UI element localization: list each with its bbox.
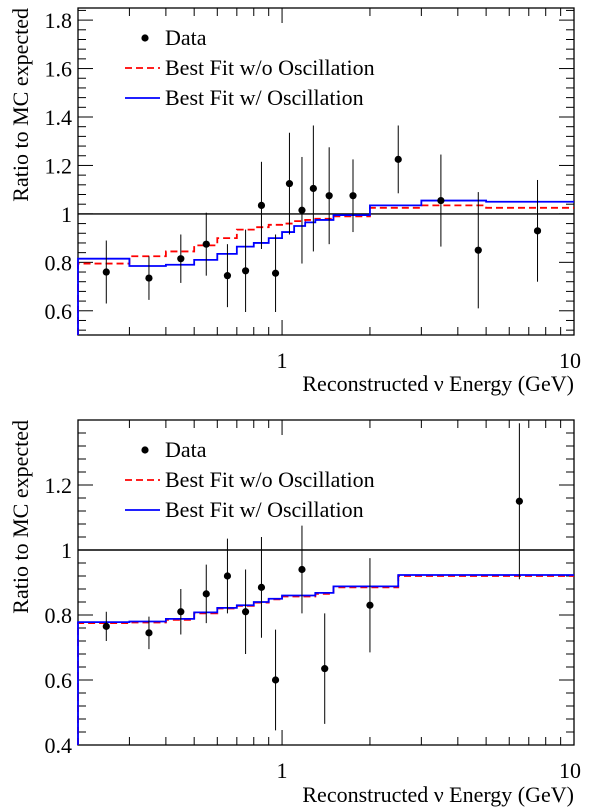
y-tick-label: 1.4 bbox=[45, 105, 73, 130]
best-fit-without-oscillation-line bbox=[77, 204, 574, 335]
data-point bbox=[202, 240, 210, 248]
legend: Data Best Fit w/o Oscillation Best Fit w/ … bbox=[125, 25, 375, 110]
data-point bbox=[298, 206, 306, 214]
data-point bbox=[102, 622, 110, 630]
data-point bbox=[102, 268, 110, 276]
data-point bbox=[145, 629, 153, 637]
plot-frame bbox=[77, 419, 575, 746]
x-axis-title: Reconstructed ν Energy (GeV) bbox=[302, 782, 574, 807]
data-point bbox=[177, 608, 185, 616]
y-axis-title: Ratio to MC expected bbox=[8, 8, 33, 202]
data-point bbox=[298, 565, 306, 574]
y-tick-label: 1 bbox=[61, 538, 72, 563]
x-tick-label: 10 bbox=[559, 758, 581, 783]
y-tick-label: 1.2 bbox=[45, 473, 73, 498]
data-point bbox=[241, 267, 250, 275]
y-tick-label: 1 bbox=[61, 202, 72, 227]
data-point bbox=[515, 497, 523, 505]
data-point bbox=[271, 676, 280, 684]
legend-label: Best Fit w/ Oscillation bbox=[165, 497, 364, 522]
y-tick-label: 1.8 bbox=[45, 8, 73, 33]
best-fit-with-oscillation-line bbox=[77, 199, 574, 335]
data-point bbox=[321, 665, 329, 673]
legend-label: Best Fit w/o Oscillation bbox=[165, 467, 375, 492]
data-point bbox=[271, 269, 280, 277]
data-point bbox=[257, 201, 266, 210]
data-point bbox=[474, 246, 482, 254]
data-point bbox=[145, 274, 153, 282]
data-point bbox=[285, 180, 294, 188]
y-tick-label: 0.4 bbox=[45, 733, 73, 758]
y-tick-label: 0.6 bbox=[45, 299, 73, 324]
x-tick-label: 10 bbox=[559, 348, 581, 373]
data-point bbox=[437, 196, 445, 205]
data-point bbox=[349, 192, 357, 200]
y-tick-label: 0.6 bbox=[45, 668, 73, 693]
y-axis-title: Ratio to MC expected bbox=[8, 420, 33, 614]
data-point bbox=[257, 583, 266, 591]
data-point bbox=[241, 608, 250, 616]
data-point bbox=[177, 255, 185, 263]
data-point bbox=[309, 184, 317, 193]
data-point bbox=[325, 192, 333, 200]
best-fit-with-oscillation-line bbox=[77, 574, 574, 745]
y-tick-label: 1.6 bbox=[45, 57, 73, 82]
y-tick-label: 0.8 bbox=[45, 603, 73, 628]
legend-marker-data bbox=[141, 34, 149, 42]
legend-label: Data bbox=[165, 437, 207, 462]
data-point bbox=[202, 590, 210, 598]
y-tick-label: 1.2 bbox=[45, 153, 73, 178]
legend-label: Best Fit w/ Oscillation bbox=[165, 85, 364, 110]
legend: Data Best Fit w/o Oscillation Best Fit w/ … bbox=[125, 437, 375, 522]
x-tick-label: 1 bbox=[277, 758, 288, 783]
plot-frame bbox=[77, 7, 575, 336]
best-fit-without-oscillation-line bbox=[77, 575, 574, 745]
data-point bbox=[223, 272, 232, 280]
legend-marker-data bbox=[141, 446, 149, 454]
x-tick-label: 1 bbox=[277, 348, 288, 373]
legend-label: Best Fit w/o Oscillation bbox=[165, 55, 375, 80]
x-axis-title: Reconstructed ν Energy (GeV) bbox=[302, 371, 574, 396]
data-point bbox=[394, 155, 402, 163]
data-point bbox=[223, 572, 232, 580]
y-tick-label: 0.8 bbox=[45, 250, 73, 275]
legend-label: Data bbox=[165, 25, 207, 50]
data-point bbox=[533, 227, 542, 235]
data-point bbox=[366, 601, 374, 609]
